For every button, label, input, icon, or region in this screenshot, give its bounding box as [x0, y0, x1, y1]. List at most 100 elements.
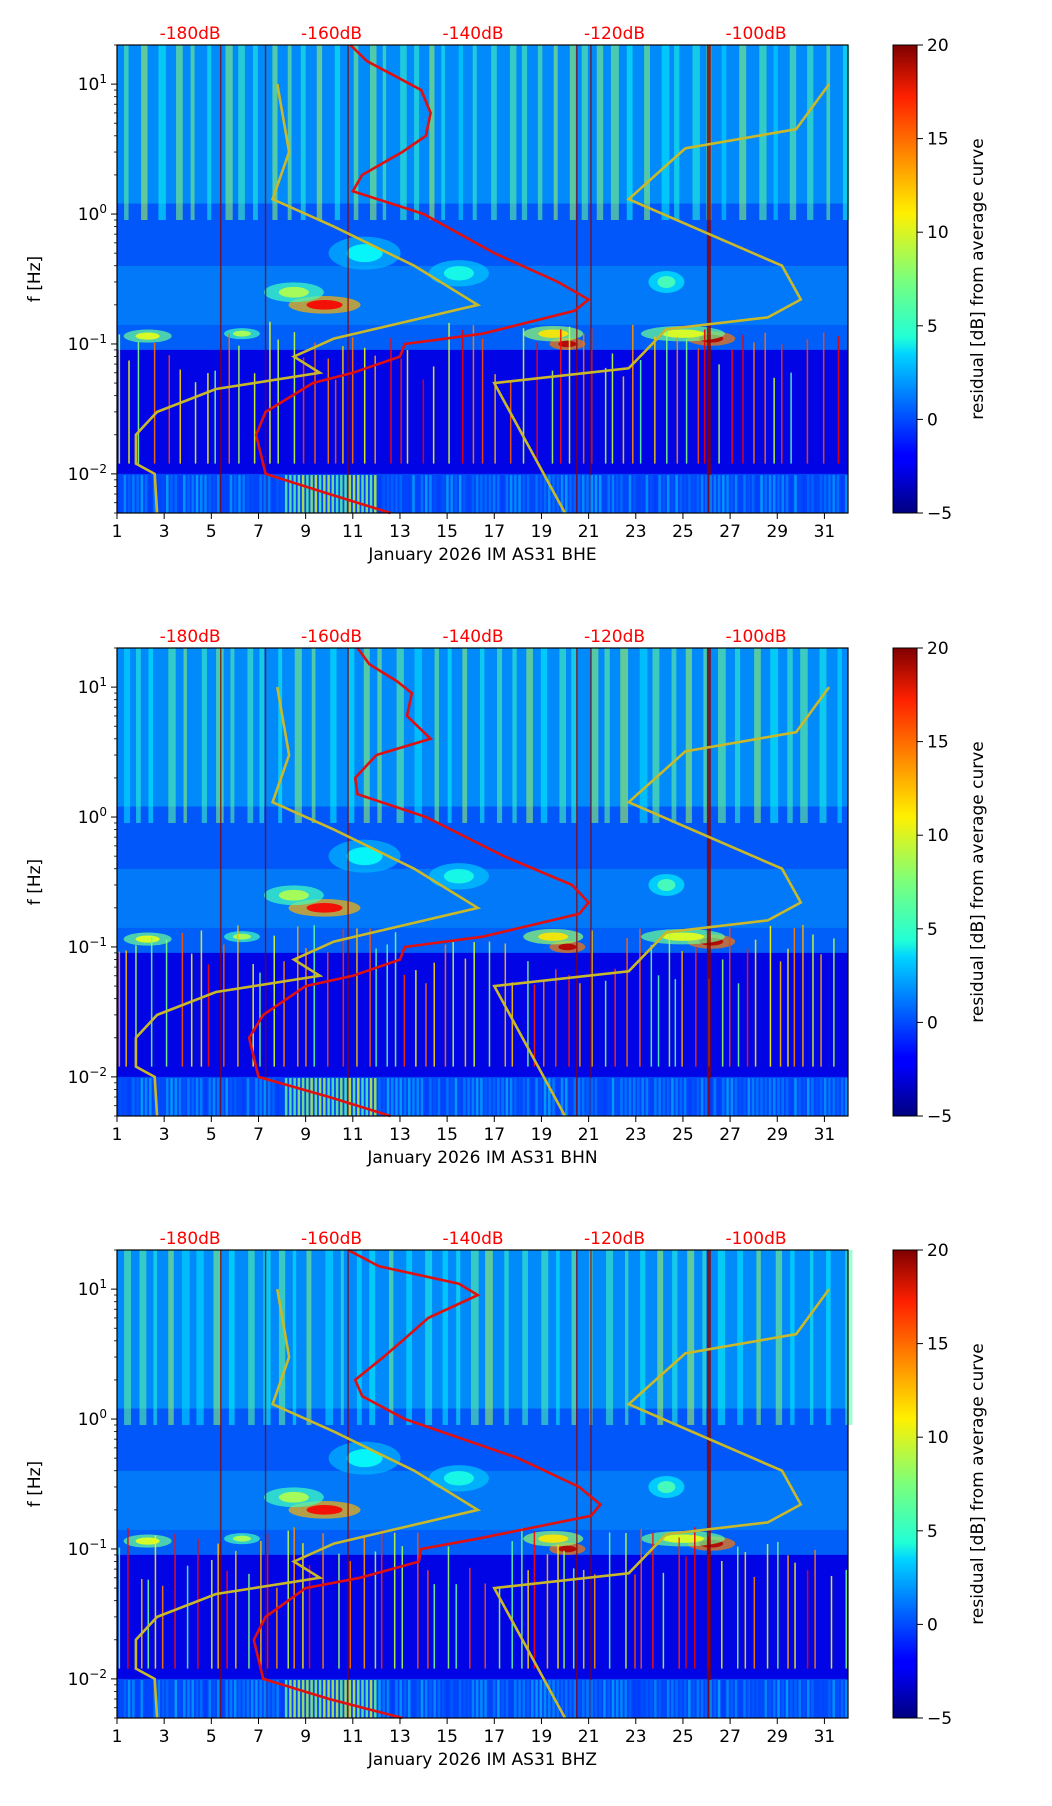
lowfreq-stripe — [450, 1078, 453, 1116]
lowfreq-stripe — [565, 475, 568, 513]
spectrogram-streak — [640, 1250, 646, 1425]
lowfreq-stripe — [730, 1078, 734, 1116]
spectrogram-streak — [620, 648, 629, 823]
lowfreq-stripe — [420, 475, 424, 513]
lowfreq-stripe — [823, 475, 827, 513]
lowfreq-stripe — [794, 1078, 797, 1116]
lowfreq-stripe — [743, 1680, 746, 1718]
lowfreq-stripe — [208, 1078, 211, 1116]
lowfreq-stripe — [229, 475, 233, 513]
lowfreq-stripe — [548, 1680, 551, 1718]
x-axis-title: January 2026 IM AS31 BHE — [367, 545, 596, 565]
lowfreq-stripe — [501, 1078, 504, 1116]
lowfreq-stripe — [773, 1078, 776, 1116]
x-tick-label: 9 — [300, 1727, 311, 1747]
lowfreq-stripe — [836, 1078, 840, 1116]
x-tick-label: 29 — [766, 1727, 788, 1747]
colorbar-title: residual [dB] from average curve — [968, 1343, 988, 1624]
lowfreq-stripe — [127, 1078, 131, 1116]
spectrogram-streak — [485, 1250, 493, 1425]
lowfreq-stripe — [187, 1078, 190, 1116]
lowfreq-stripe — [157, 1078, 161, 1116]
lowfreq-stripe — [352, 475, 356, 513]
spectrogram-band — [117, 1554, 848, 1679]
lowfreq-stripe — [475, 1680, 479, 1718]
lowfreq-stripe — [467, 1680, 470, 1718]
lowfreq-stripe — [259, 475, 262, 513]
lowfreq-stripe — [238, 475, 241, 513]
spectrogram-plot-area — [117, 1248, 853, 1720]
lowfreq-stripe — [200, 1680, 203, 1718]
spectrogram-streak — [845, 1250, 853, 1425]
lowfreq-stripe — [480, 475, 483, 513]
lowfreq-stripe — [178, 1078, 182, 1116]
spectrogram-streak — [363, 648, 370, 823]
lowfreq-stripe — [399, 1078, 402, 1116]
lowfreq-stripe — [369, 475, 373, 513]
lowfreq-stripe — [246, 475, 250, 513]
lowfreq-stripe — [666, 1078, 670, 1116]
lowfreq-stripe — [590, 475, 593, 513]
lowfreq-stripe — [683, 475, 687, 513]
lowfreq-stripe — [531, 1078, 534, 1116]
lowfreq-stripe — [437, 1680, 441, 1718]
lowfreq-stripe — [751, 475, 755, 513]
colorbar-tick-label: 15 — [927, 1335, 949, 1355]
lowfreq-stripe — [845, 1680, 848, 1718]
lowfreq-stripe — [467, 1078, 470, 1116]
lowfreq-stripe — [433, 1680, 436, 1718]
lowfreq-stripe — [123, 1680, 127, 1718]
lowfreq-stripe — [565, 1078, 568, 1116]
y-tick-label: 10−2 — [68, 1667, 107, 1690]
lowfreq-stripe — [739, 1078, 742, 1116]
lowfreq-stripe — [789, 1680, 793, 1718]
lowfreq-stripe — [573, 1680, 577, 1718]
storm-core — [278, 286, 309, 298]
spectrogram-streak — [124, 1250, 132, 1425]
lowfreq-stripe — [238, 1078, 241, 1116]
lowfreq-stripe — [229, 1680, 233, 1718]
lowfreq-stripe — [492, 1078, 496, 1116]
lowfreq-stripe — [399, 1680, 402, 1718]
lowfreq-stripe — [119, 1078, 122, 1116]
lowfreq-stripe — [204, 1078, 207, 1116]
spectrogram-streak — [181, 1250, 190, 1425]
lowfreq-stripe — [284, 475, 288, 513]
lowfreq-stripe — [306, 1078, 309, 1116]
lowfreq-stripe — [497, 1680, 500, 1718]
x-tick-label: 23 — [625, 1125, 647, 1145]
spectrogram-streak — [353, 45, 359, 220]
lowfreq-stripe — [267, 475, 271, 513]
lowfreq-stripe — [789, 475, 793, 513]
lowfreq-stripe — [747, 475, 751, 513]
db-scale-label: -140dB — [443, 627, 504, 647]
lowfreq-stripe — [475, 475, 479, 513]
lowfreq-stripe — [811, 475, 814, 513]
x-tick-label: 3 — [159, 1125, 170, 1145]
spectrogram-streak — [754, 648, 761, 823]
lowfreq-stripe — [603, 475, 606, 513]
spectrogram-streak — [639, 648, 648, 823]
db-scale-label: -100dB — [726, 1229, 787, 1249]
lowfreq-stripe — [747, 1078, 751, 1116]
lowfreq-stripe — [815, 475, 818, 513]
lowfreq-stripe — [845, 475, 848, 513]
lowfreq-stripe — [722, 1680, 725, 1718]
x-tick-label: 21 — [578, 1125, 600, 1145]
lowfreq-stripe — [688, 1680, 691, 1718]
lowfreq-stripe — [170, 1078, 173, 1116]
lowfreq-stripe — [590, 1680, 593, 1718]
lowfreq-stripe — [454, 475, 458, 513]
db-scale-label: -120dB — [584, 24, 645, 44]
spectrogram-streak — [287, 45, 292, 220]
lowfreq-stripe — [386, 1680, 390, 1718]
lowfreq-stripe — [819, 1078, 823, 1116]
lowfreq-stripe — [365, 1078, 369, 1116]
x-tick-label: 5 — [206, 1125, 217, 1145]
lowfreq-stripe — [539, 1680, 543, 1718]
db-scale-label: -160dB — [301, 24, 362, 44]
lowfreq-stripe — [450, 1680, 453, 1718]
lowfreq-stripe — [709, 1078, 712, 1116]
lowfreq-stripe — [276, 1078, 279, 1116]
spectrogram-streak — [124, 648, 131, 823]
